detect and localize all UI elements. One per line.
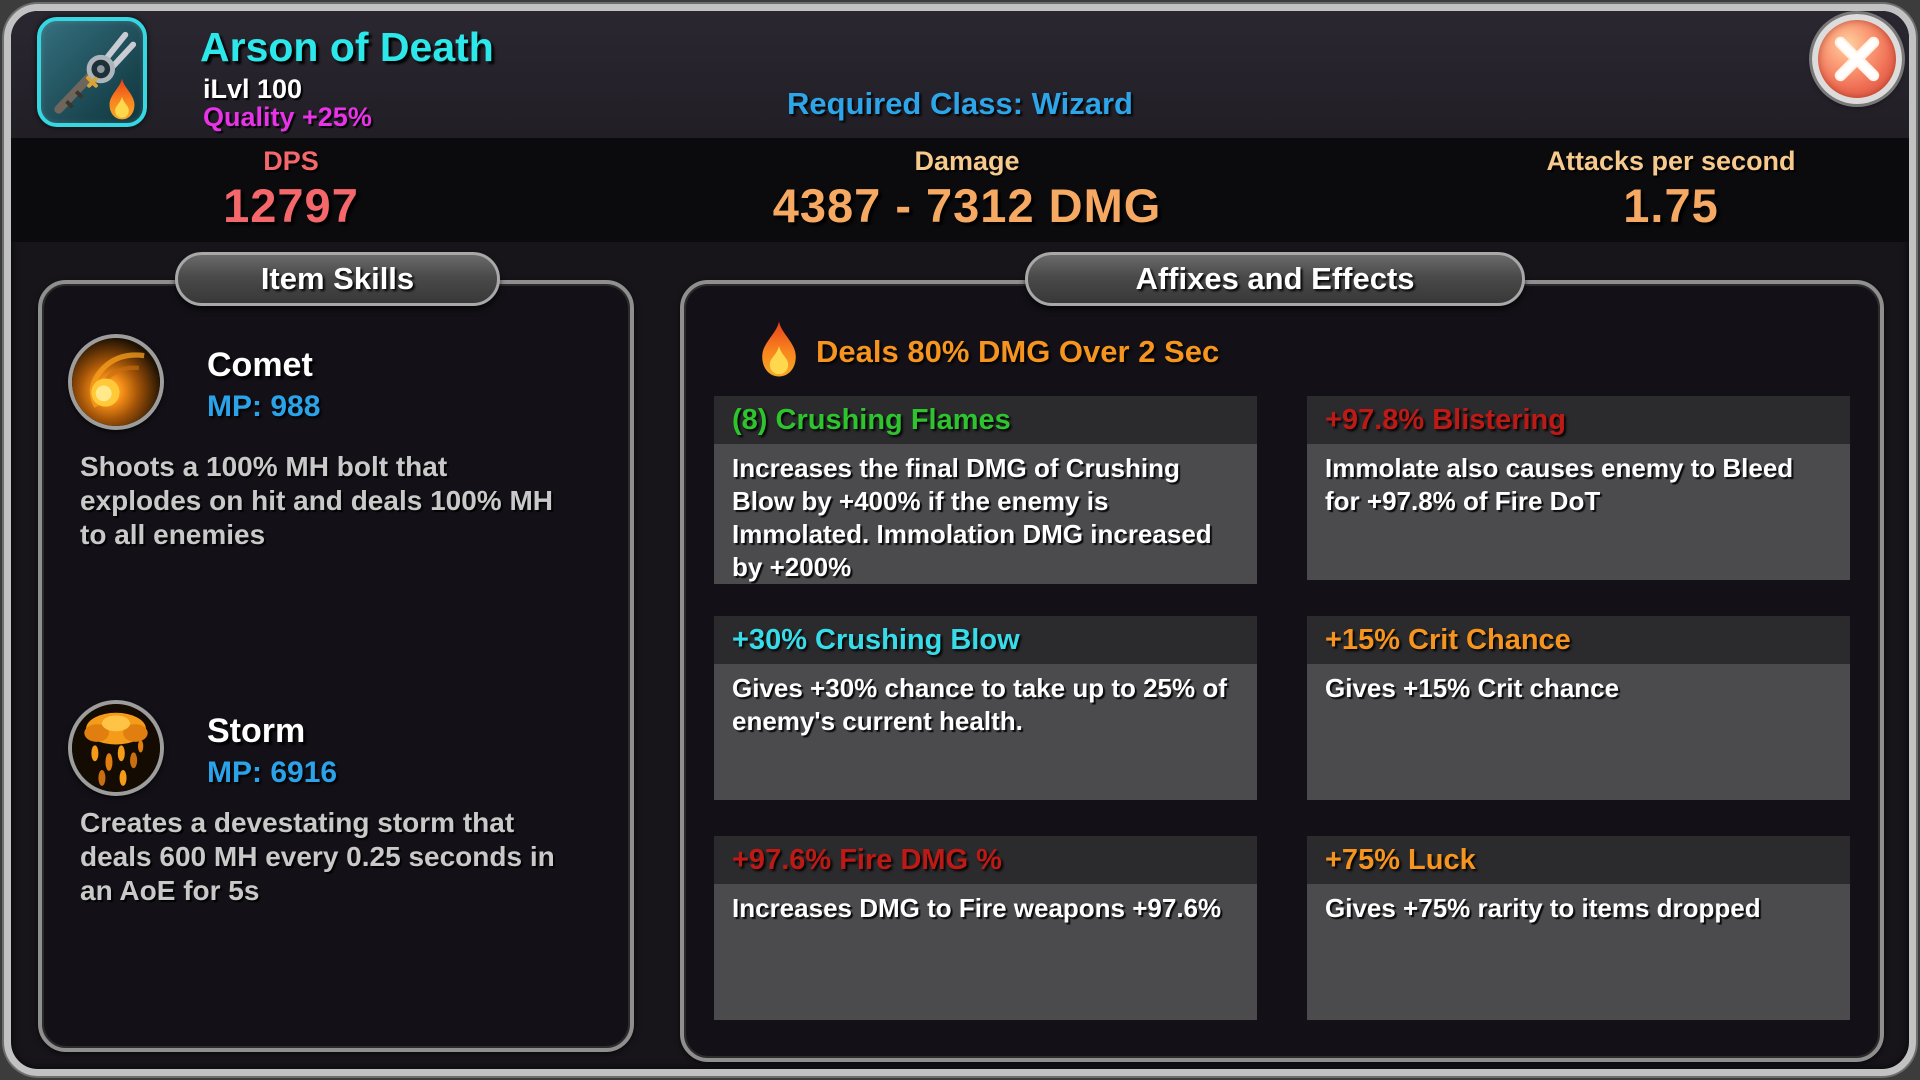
item-tooltip-dialog: Arson of Death iLvl 100 Quality +25% Req… bbox=[4, 4, 1916, 1076]
affix-title: +75% Luck bbox=[1307, 836, 1850, 884]
storm-icon bbox=[68, 700, 164, 796]
staff-icon bbox=[54, 31, 137, 114]
affix-description: Gives +30% chance to take up to 25% of e… bbox=[714, 664, 1257, 800]
item-quality: Quality +25% bbox=[203, 102, 372, 132]
affixes-panel: Deals 80% DMG Over 2 Sec (8) Crushing Fl… bbox=[680, 280, 1884, 1062]
dps-stat: DPS 12797 bbox=[141, 146, 441, 233]
skill-name: Comet bbox=[207, 346, 313, 384]
comet-icon bbox=[68, 334, 164, 430]
flame-icon bbox=[762, 321, 796, 377]
skill-description: Shoots a 100% MH bolt that explodes on h… bbox=[80, 451, 554, 550]
affix-title: +97.6% Fire DMG % bbox=[714, 836, 1257, 884]
affix-fire-dmg: +97.6% Fire DMG % Increases DMG to Fire … bbox=[714, 836, 1257, 1020]
attacks-per-second-stat: Attacks per second 1.75 bbox=[1471, 146, 1871, 233]
affix-description: Increases DMG to Fire weapons +97.6% bbox=[714, 884, 1257, 1020]
item-name: Arson of Death bbox=[200, 24, 494, 70]
damage-stat: Damage 4387 - 7312 DMG bbox=[657, 146, 1277, 233]
affix-title: (8) Crushing Flames bbox=[714, 396, 1257, 444]
attacks-per-second-label: Attacks per second bbox=[1546, 146, 1796, 176]
skill-mp-cost: MP: 6916 bbox=[207, 756, 338, 789]
affix-description: Gives +15% Crit chance bbox=[1307, 664, 1850, 800]
affixes-panel-title: Affixes and Effects bbox=[1025, 252, 1525, 306]
affix-crit-chance: +15% Crit Chance Gives +15% Crit chance bbox=[1307, 616, 1850, 800]
affix-description: Gives +75% rarity to items dropped bbox=[1307, 884, 1850, 1020]
affix-title: +97.8% Blistering bbox=[1307, 396, 1850, 444]
skill-name: Storm bbox=[207, 712, 306, 750]
required-class: Required Class: Wizard bbox=[787, 86, 1133, 121]
fire-element-icon bbox=[109, 78, 135, 120]
damage-value: 4387 - 7312 DMG bbox=[772, 179, 1162, 232]
affix-luck: +75% Luck Gives +75% rarity to items dro… bbox=[1307, 836, 1850, 1020]
item-level: iLvl 100 bbox=[203, 74, 303, 104]
item-skills-panel-title: Item Skills bbox=[175, 252, 500, 306]
affix-blistering: +97.8% Blistering Immolate also causes e… bbox=[1307, 396, 1850, 580]
item-skills-panel: Comet MP: 988 Shoots a 100% MH bolt that… bbox=[38, 280, 634, 1052]
affix-crushing-blow: +30% Crushing Blow Gives +30% chance to … bbox=[714, 616, 1257, 800]
affix-grid: (8) Crushing Flames Increases the final … bbox=[714, 396, 1850, 1020]
damage-label: Damage bbox=[914, 146, 1020, 176]
dps-value: 12797 bbox=[223, 179, 359, 232]
close-x-icon bbox=[1834, 36, 1880, 82]
close-button[interactable] bbox=[1812, 14, 1902, 104]
item-header: Arson of Death iLvl 100 Quality +25% Req… bbox=[11, 11, 1909, 138]
stats-bar: DPS 12797 Damage 4387 - 7312 DMG Attacks… bbox=[11, 138, 1909, 242]
damage-over-time-text: Deals 80% DMG Over 2 Sec bbox=[816, 334, 1220, 369]
weapon-icon bbox=[37, 17, 147, 127]
affix-crushing-flames: (8) Crushing Flames Increases the final … bbox=[714, 396, 1257, 584]
affix-title: +30% Crushing Blow bbox=[714, 616, 1257, 664]
dps-label: DPS bbox=[263, 146, 319, 176]
skill-description: Creates a devestating storm that deals 6… bbox=[80, 807, 555, 906]
affix-title: +15% Crit Chance bbox=[1307, 616, 1850, 664]
affix-description: Increases the final DMG of Crushing Blow… bbox=[714, 444, 1257, 584]
skill-mp-cost: MP: 988 bbox=[207, 390, 321, 423]
affix-description: Immolate also causes enemy to Bleed for … bbox=[1307, 444, 1850, 580]
attacks-per-second-value: 1.75 bbox=[1623, 179, 1719, 232]
